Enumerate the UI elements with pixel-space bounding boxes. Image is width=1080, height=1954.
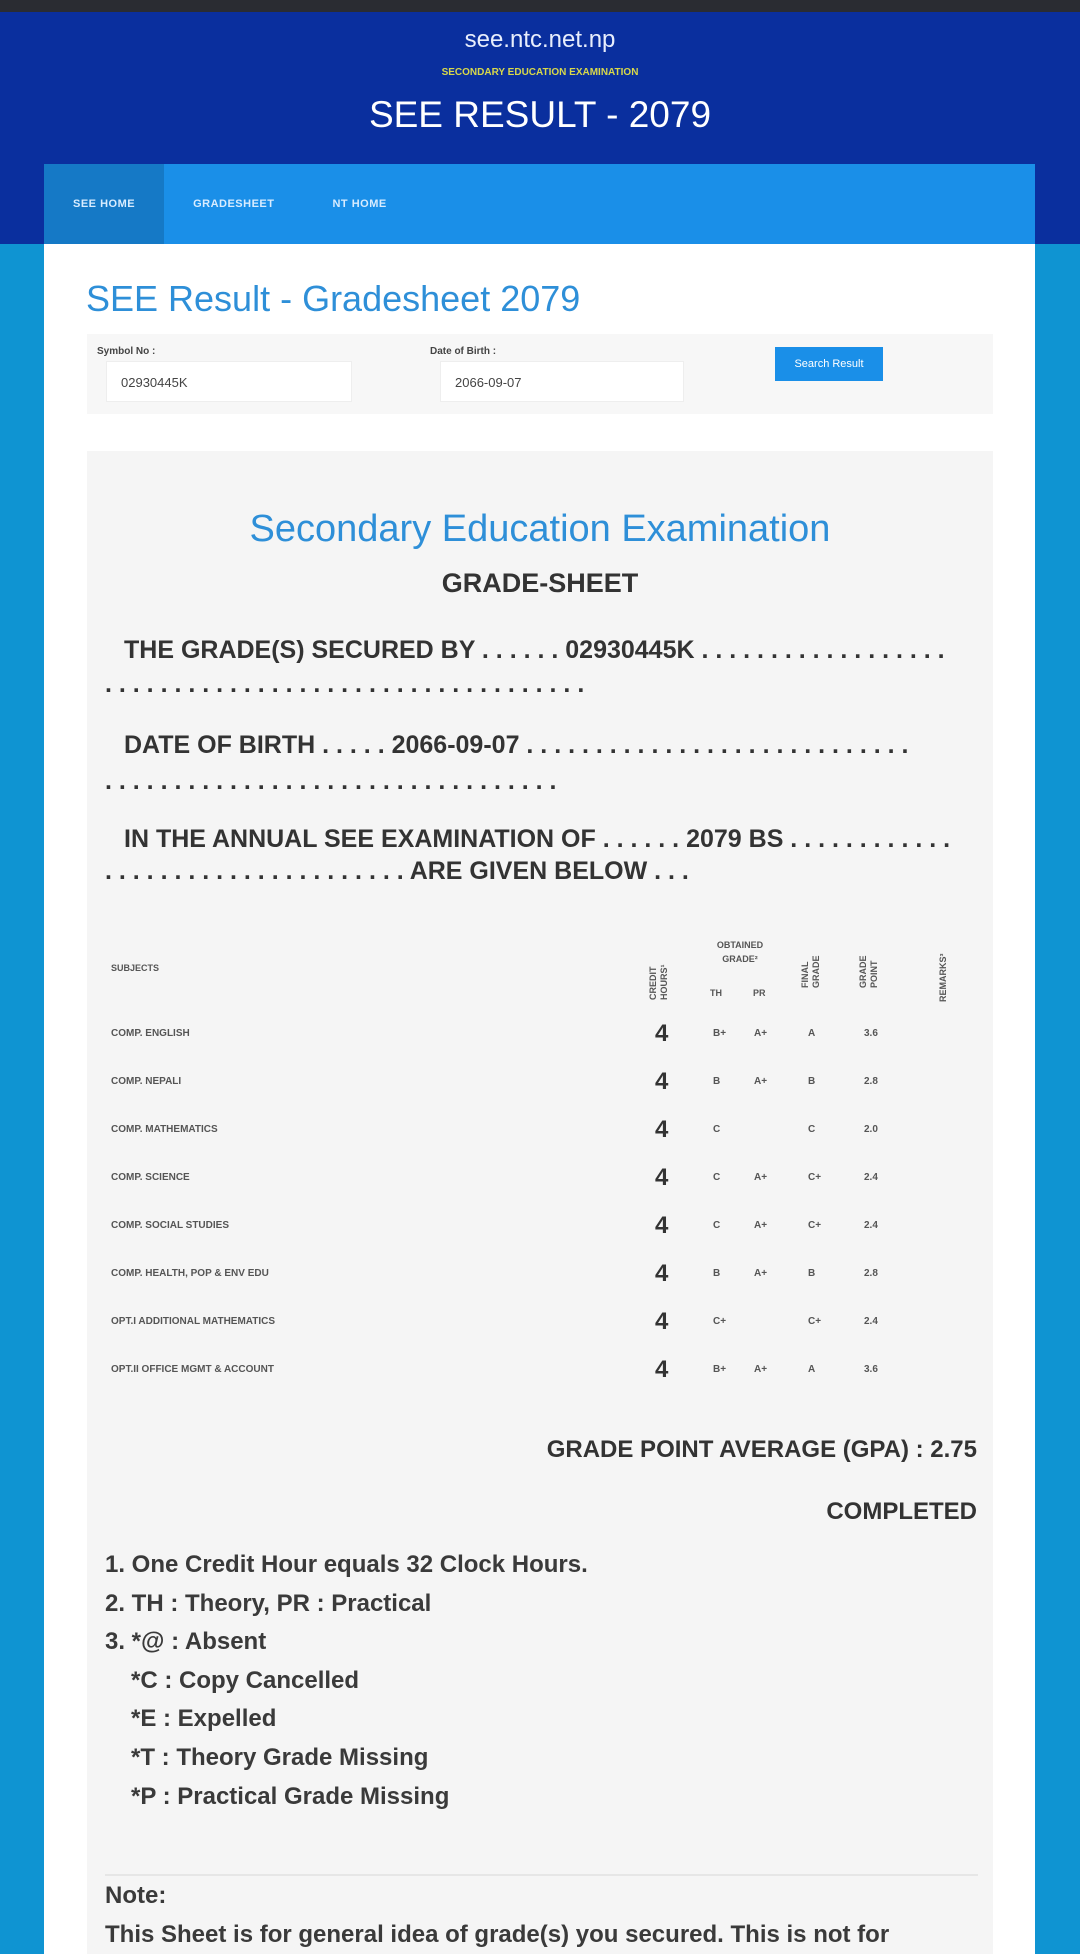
- credit-hours-cell: 4: [655, 1164, 669, 1191]
- th-grade-cell: B+: [713, 1028, 727, 1039]
- final-grade-cell: C+: [808, 1316, 822, 1327]
- pr-grade-cell: A+: [754, 1268, 768, 1279]
- header-subtitle: SECONDARY EDUCATION EXAMINATION: [441, 67, 639, 78]
- pr-grade-cell: A+: [754, 1076, 768, 1087]
- grade-point-cell: 2.0: [864, 1124, 878, 1135]
- nav-bar: SEE HOME GRADESHEET NT HOME: [44, 164, 1035, 244]
- final-grade-cell: A: [808, 1364, 816, 1375]
- credit-hours-cell: 4: [655, 1308, 669, 1335]
- grade-point-cell: 2.4: [864, 1172, 878, 1183]
- header-obtained-grade: OBTAINED GRADE²: [716, 940, 764, 964]
- secured-by-line-cont: . . . . . . . . . . . . . . . . . . . . …: [105, 670, 585, 698]
- footnote-item: 2. TH : Theory, PR : Practical: [105, 1589, 432, 1617]
- th-grade-cell: B: [713, 1268, 721, 1279]
- pr-grade-cell: A+: [754, 1028, 768, 1039]
- dob-input[interactable]: 2066-09-07: [440, 361, 684, 402]
- grade-point-cell: 3.6: [864, 1028, 878, 1039]
- subject-cell: COMP. HEALTH, POP & ENV EDU: [111, 1268, 269, 1279]
- pr-grade-cell: A+: [754, 1172, 768, 1183]
- credit-hours-cell: 4: [655, 1260, 669, 1287]
- footnote-item: *P : Practical Grade Missing: [131, 1782, 450, 1810]
- subject-cell: COMP. NEPALI: [111, 1076, 182, 1087]
- subject-cell: COMP. SCIENCE: [111, 1172, 190, 1183]
- credit-hours-cell: 4: [655, 1116, 669, 1143]
- final-grade-cell: A: [808, 1028, 816, 1039]
- header-credit-hours: CREDIT HOURS¹: [648, 964, 669, 1001]
- subject-cell: COMP. SOCIAL STUDIES: [111, 1220, 229, 1231]
- status-bar: [0, 0, 1080, 12]
- exam-line-cont: . . . . . . . . . . . . . . . . . . . . …: [105, 857, 689, 885]
- page-title: SEE Result - Gradesheet 2079: [86, 278, 581, 319]
- credit-hours-cell: 4: [655, 1068, 669, 1095]
- header-th: TH: [710, 988, 722, 998]
- nav-see-home[interactable]: SEE HOME: [44, 164, 165, 244]
- footnote-item: *E : Expelled: [131, 1705, 277, 1733]
- nav-nt-home[interactable]: NT HOME: [332, 198, 387, 210]
- pr-grade-cell: A+: [754, 1364, 768, 1375]
- dob-label: Date of Birth :: [430, 346, 497, 357]
- divider: [105, 1874, 978, 1876]
- gradesheet-panel: [87, 451, 993, 1954]
- secured-by-line: THE GRADE(S) SECURED BY . . . . . . 0293…: [124, 636, 945, 664]
- header-pr: PR: [753, 988, 766, 998]
- grade-point-cell: 2.8: [864, 1076, 878, 1087]
- sheet-subtitle: GRADE-SHEET: [441, 568, 639, 598]
- grade-point-cell: 2.8: [864, 1268, 878, 1279]
- symbol-input[interactable]: 02930445K: [106, 361, 352, 402]
- note-heading: Note:: [105, 1882, 167, 1909]
- final-grade-cell: B: [808, 1268, 816, 1279]
- pr-grade-cell: A+: [754, 1220, 768, 1231]
- sheet-title: Secondary Education Examination: [249, 508, 831, 550]
- grade-point-cell: 3.6: [864, 1364, 878, 1375]
- th-grade-cell: B+: [713, 1364, 727, 1375]
- final-grade-cell: C+: [808, 1220, 822, 1231]
- dob-line-cont: . . . . . . . . . . . . . . . . . . . . …: [105, 767, 557, 795]
- final-grade-cell: C+: [808, 1172, 822, 1183]
- subject-cell: OPT.II OFFICE MGMT & ACCOUNT: [111, 1364, 274, 1375]
- site-domain: see.ntc.net.np: [464, 26, 616, 53]
- final-grade-cell: C: [808, 1124, 816, 1135]
- gpa-value: GRADE POINT AVERAGE (GPA) : 2.75: [546, 1436, 977, 1463]
- subject-cell: OPT.I ADDITIONAL MATHEMATICS: [111, 1316, 276, 1327]
- header-remarks: REMARKS³: [938, 953, 948, 1003]
- symbol-label: Symbol No :: [97, 346, 156, 357]
- header-title: SEE RESULT - 2079: [368, 94, 712, 135]
- header-subjects: SUBJECTS: [111, 963, 160, 973]
- credit-hours-cell: 4: [655, 1020, 669, 1047]
- th-grade-cell: C: [713, 1124, 721, 1135]
- th-grade-cell: C: [713, 1220, 721, 1231]
- th-grade-cell: C: [713, 1172, 721, 1183]
- credit-hours-cell: 4: [655, 1212, 669, 1239]
- th-grade-cell: C+: [713, 1316, 727, 1327]
- note-text: This Sheet is for general idea of grade(…: [105, 1921, 890, 1948]
- footnote-item: *C : Copy Cancelled: [131, 1666, 360, 1694]
- grade-point-cell: 2.4: [864, 1316, 878, 1327]
- footnote-item: 3. *@ : Absent: [105, 1628, 267, 1656]
- header-final-grade: FINAL GRADE: [800, 955, 821, 988]
- footnote-item: 1. One Credit Hour equals 32 Clock Hours…: [105, 1551, 588, 1578]
- nav-gradesheet[interactable]: GRADESHEET: [193, 198, 275, 210]
- exam-line: IN THE ANNUAL SEE EXAMINATION OF . . . .…: [124, 825, 951, 853]
- th-grade-cell: B: [713, 1076, 721, 1087]
- dob-line: DATE OF BIRTH . . . . . 2066-09-07 . . .…: [124, 731, 909, 759]
- search-result-button[interactable]: Search Result: [775, 347, 883, 381]
- header-grade-point: GRADE POINT: [858, 955, 879, 988]
- credit-hours-cell: 4: [655, 1356, 669, 1383]
- final-grade-cell: B: [808, 1076, 816, 1087]
- grade-point-cell: 2.4: [864, 1220, 878, 1231]
- subject-cell: COMP. ENGLISH: [111, 1028, 190, 1039]
- subject-cell: COMP. MATHEMATICS: [111, 1124, 218, 1135]
- footnote-item: *T : Theory Grade Missing: [131, 1744, 429, 1771]
- result-status: COMPLETED: [826, 1498, 977, 1525]
